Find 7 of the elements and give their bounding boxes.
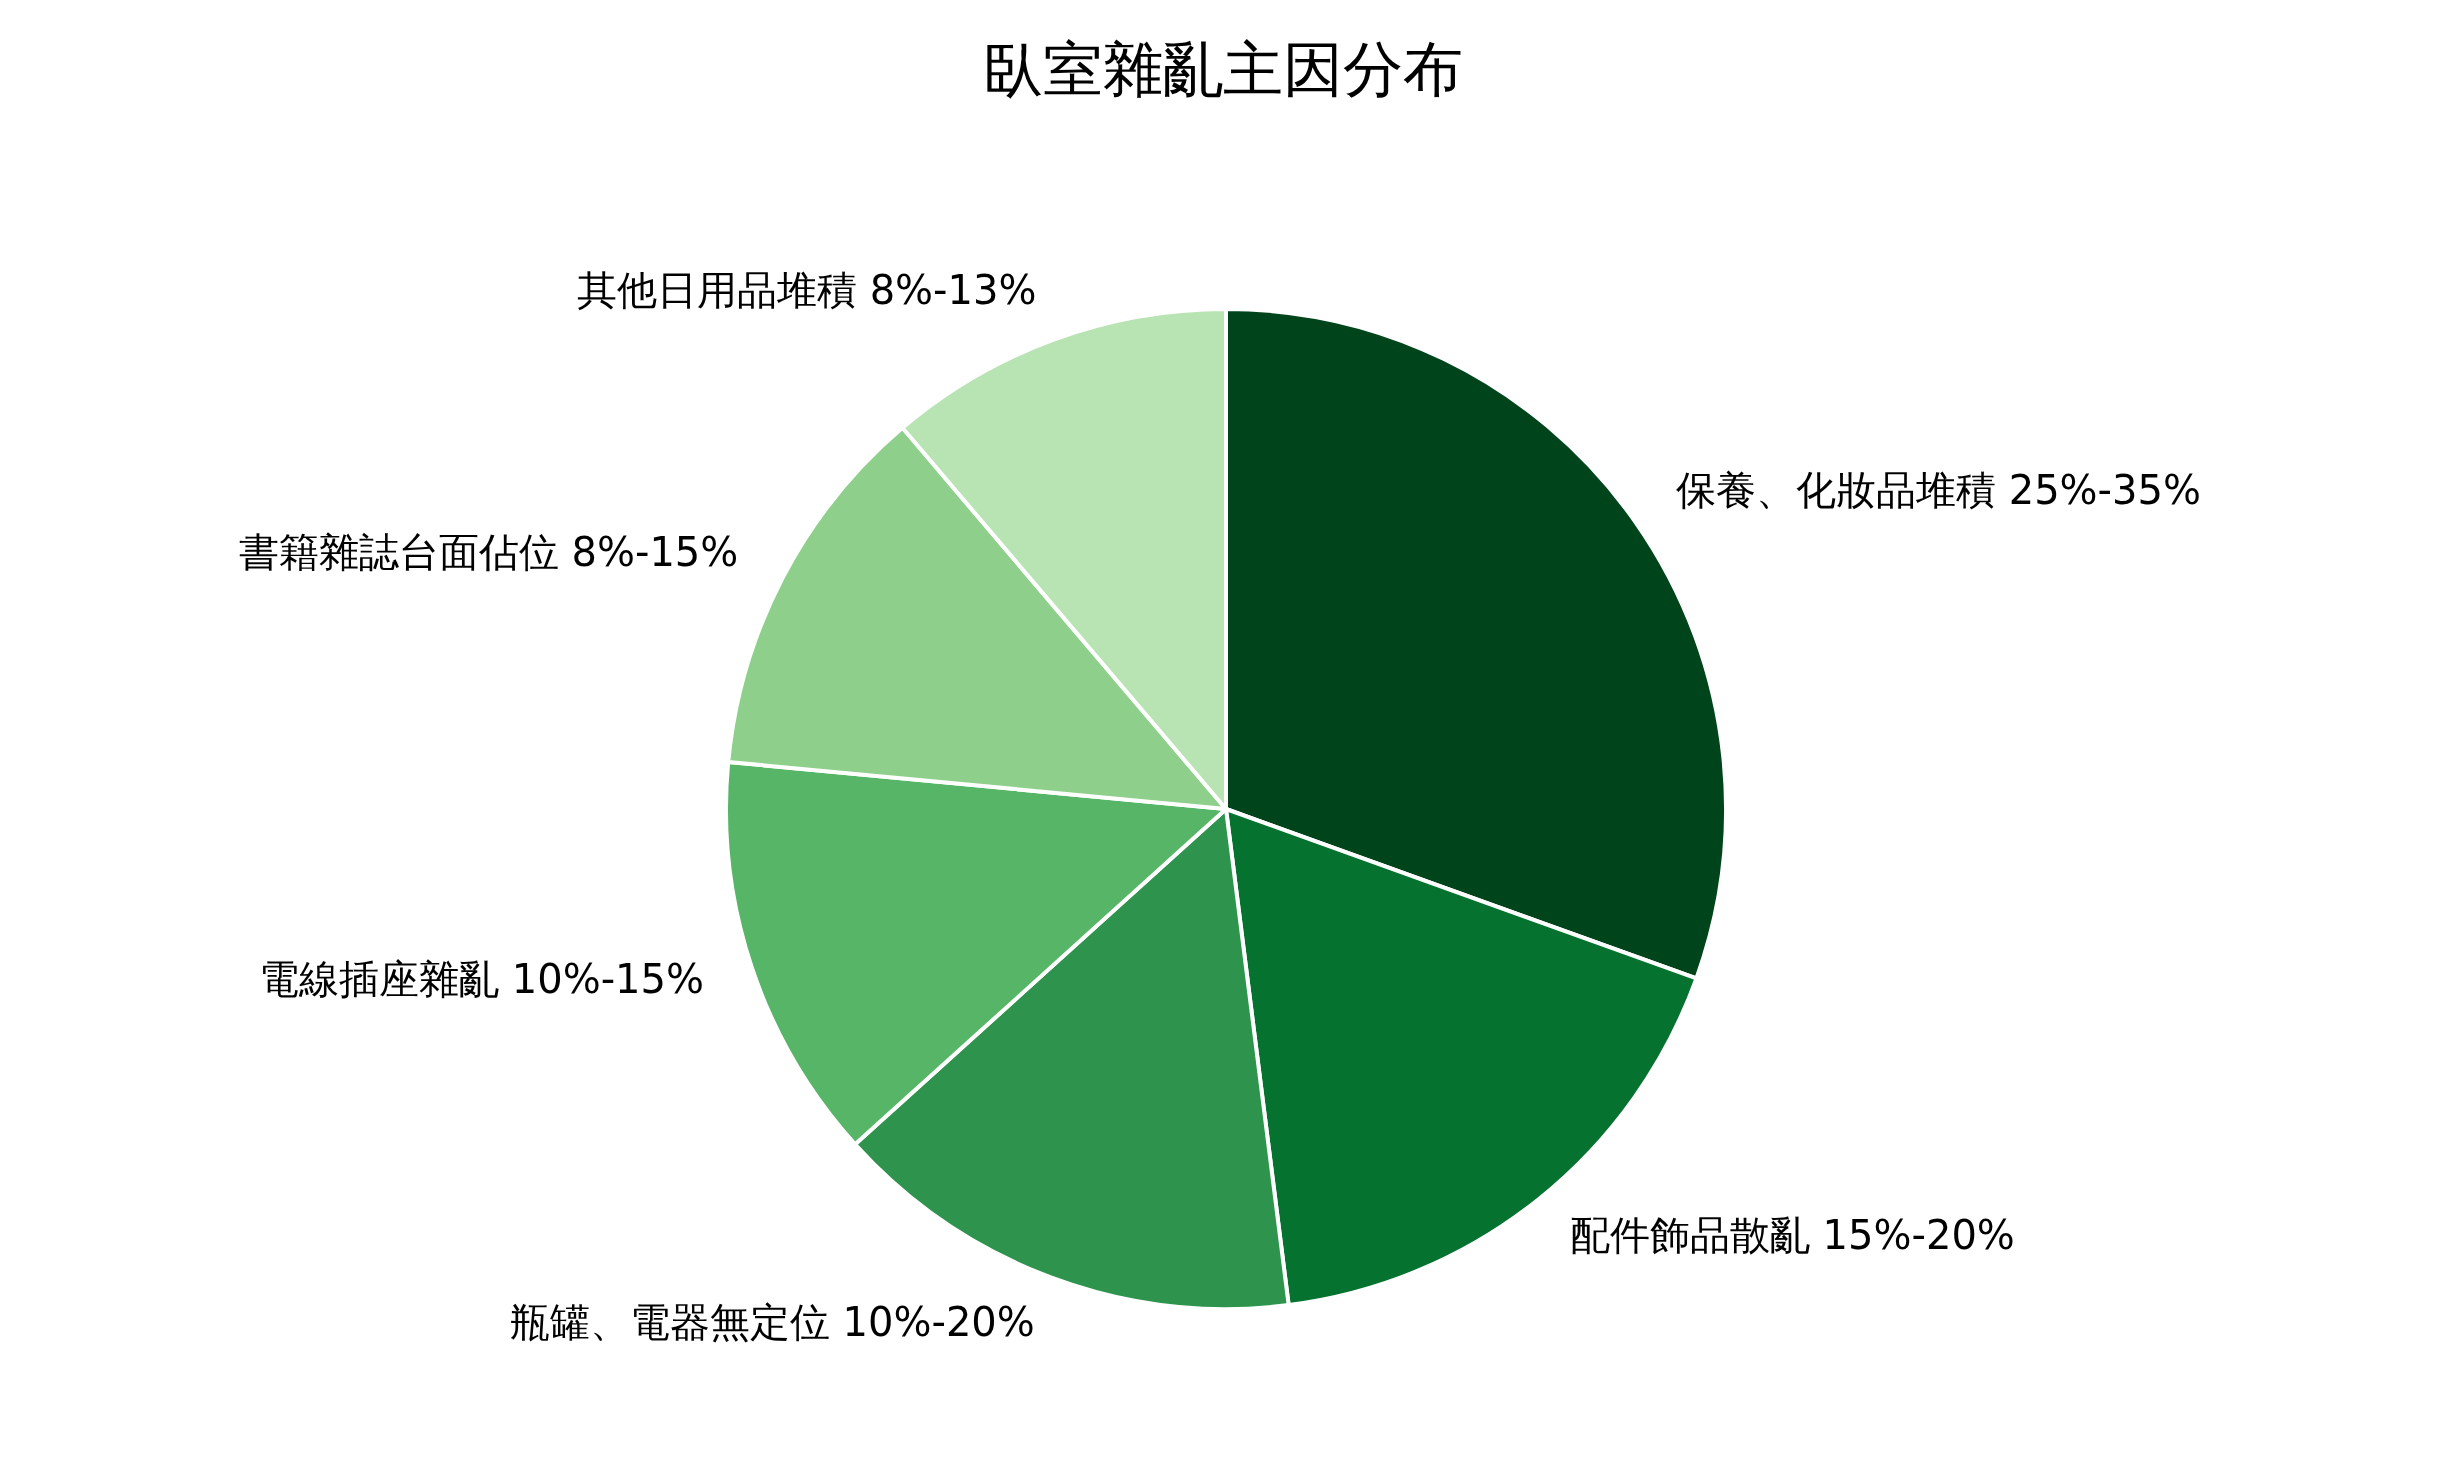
slice-label: 書籍雜誌台面佔位 8%-15% xyxy=(238,528,739,575)
slice-label: 保養、化妝品堆積 25%-35% xyxy=(1675,466,2201,513)
slice-label: 瓶罐、電器無定位 10%-20% xyxy=(509,1298,1035,1345)
chart-title: 臥室雜亂主因分布 xyxy=(983,34,1463,104)
slice-label: 配件飾品散亂 15%-20% xyxy=(1569,1212,2015,1259)
slice-label: 其他日用品堆積 8%-13% xyxy=(576,266,1037,313)
slice-label: 電線插座雜亂 10%-15% xyxy=(259,956,704,1003)
